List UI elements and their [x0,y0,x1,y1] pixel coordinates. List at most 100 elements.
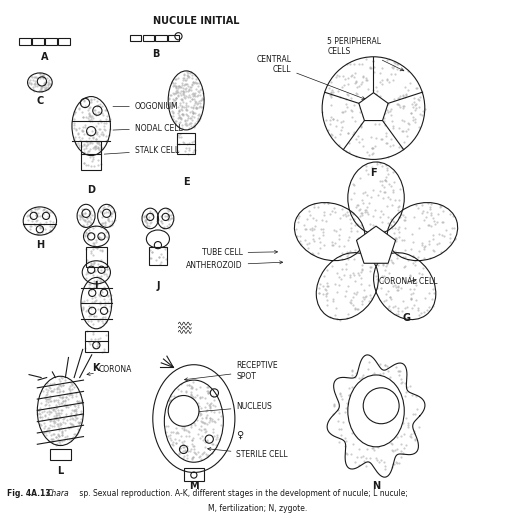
Point [197,455,205,463]
Point [34,209,42,217]
Point [350,189,358,198]
Point [411,106,419,115]
Point [425,237,433,245]
Point [409,116,417,125]
Point [77,398,85,406]
Point [384,304,393,312]
Point [338,83,346,91]
Point [393,60,401,69]
Point [96,247,104,255]
Point [61,418,69,427]
Point [55,432,63,440]
Point [87,211,95,220]
Point [198,418,206,427]
Point [187,69,195,77]
Point [391,280,399,289]
Point [177,84,185,92]
Point [68,413,76,421]
Point [103,233,111,241]
Point [203,452,211,460]
Point [372,454,380,462]
Point [394,371,402,379]
Text: CORONA: CORONA [87,365,132,375]
Point [160,245,169,253]
Point [409,252,417,261]
Point [362,392,370,401]
Point [337,275,345,283]
Point [78,142,86,151]
Point [84,161,92,170]
Point [364,365,373,373]
Point [201,438,209,446]
Point [335,72,343,80]
Point [181,446,189,455]
Point [89,260,98,268]
Point [360,295,368,303]
Point [392,283,400,292]
Point [87,335,95,344]
Point [447,224,456,232]
Point [333,288,342,296]
Point [188,384,197,392]
Point [314,234,322,242]
Point [207,449,216,457]
Point [362,166,370,174]
Point [330,400,338,408]
Point [92,142,100,151]
Point [171,84,180,92]
Point [31,211,40,220]
Point [344,400,352,408]
Text: sp. Sexual reproduction. A-K, different stages in the development of nucule; L n: sp. Sexual reproduction. A-K, different … [77,489,408,498]
Point [87,214,95,223]
Point [372,414,380,422]
Point [38,413,46,421]
Point [163,212,171,221]
Point [391,247,399,255]
Point [326,84,334,92]
Point [395,124,403,132]
Point [409,238,417,246]
Point [330,208,338,216]
Point [95,125,104,133]
Point [46,416,55,425]
Point [188,92,197,101]
Point [385,382,394,390]
Point [390,61,398,70]
Point [90,240,99,249]
Point [54,415,62,423]
Point [376,187,384,195]
Point [185,144,194,153]
Point [382,177,390,186]
Point [76,398,85,406]
Point [383,163,391,172]
Point [409,258,417,267]
Point [54,422,62,431]
Point [75,124,84,132]
Point [44,212,52,220]
Point [83,327,91,336]
Point [78,399,87,407]
Point [186,108,195,116]
Point [437,201,445,210]
Point [360,286,368,294]
Point [350,245,359,254]
Point [51,406,59,415]
Text: STERILE CELL: STERILE CELL [207,447,288,459]
Point [191,401,200,409]
Point [327,89,335,98]
Point [376,69,384,77]
Point [328,262,336,270]
Point [335,281,343,289]
Point [36,223,44,231]
Point [160,224,168,232]
Point [33,230,41,238]
Point [74,401,82,409]
Point [95,241,103,250]
Point [377,102,385,111]
Point [379,389,387,398]
Point [337,249,346,257]
Point [200,425,208,433]
Point [426,200,434,209]
Point [45,394,53,403]
Point [40,79,48,88]
